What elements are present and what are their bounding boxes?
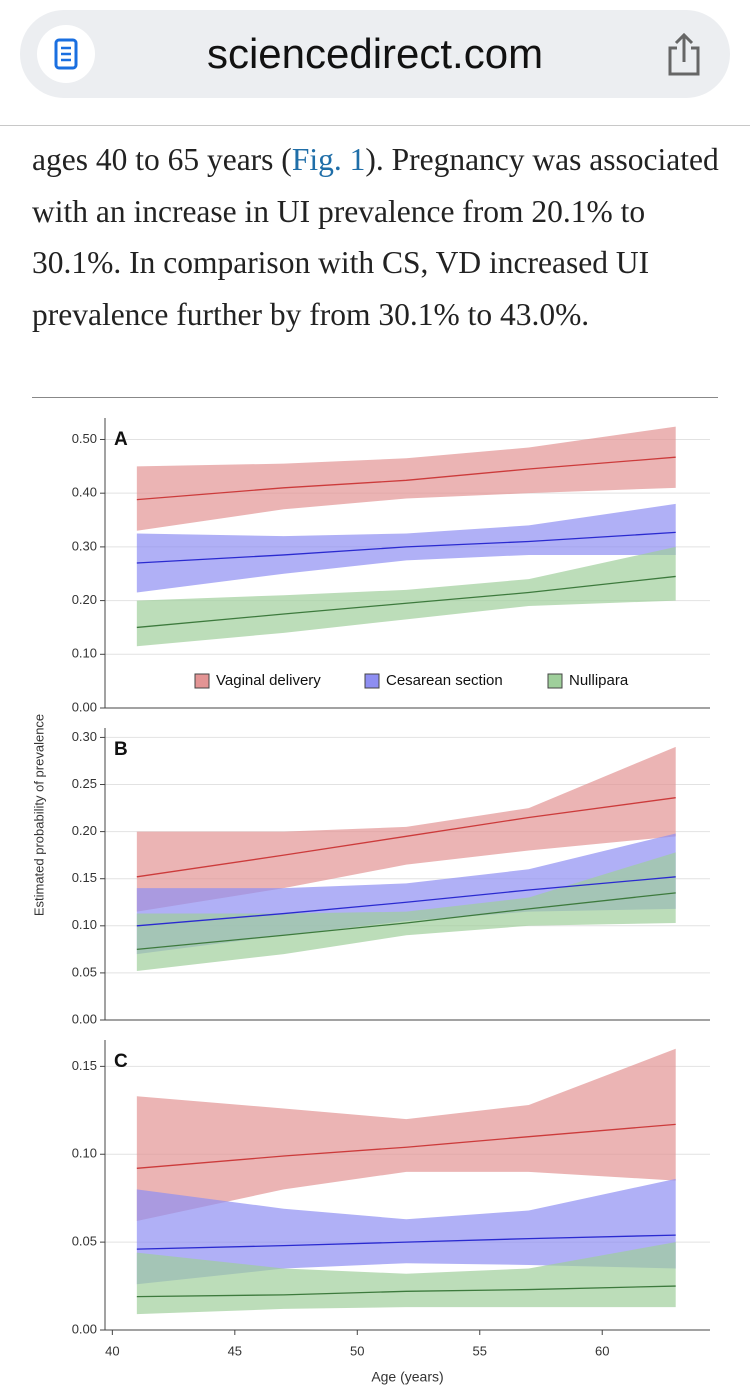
figure: Estimated probability of prevalence 0.00… [31, 418, 710, 1385]
y-tick-label: 0.25 [72, 776, 97, 791]
text: ages 40 to 65 years ( [32, 142, 292, 177]
confidence-band [136, 546, 676, 647]
address-bar[interactable]: sciencedirect.com [20, 10, 730, 98]
y-tick-label: 0.00 [72, 1321, 97, 1336]
confidence-band [136, 503, 676, 593]
panel-label: B [114, 739, 128, 760]
confidence-band [136, 426, 676, 531]
line [136, 531, 676, 564]
line [136, 797, 676, 878]
y-tick-label: 0.05 [72, 1234, 97, 1249]
text: ). Pregnancy was associated with an incr… [32, 142, 719, 332]
legend-swatch [364, 673, 380, 689]
reader-icon[interactable] [36, 24, 96, 84]
confidence-band [136, 1242, 676, 1315]
confidence-band [136, 1048, 676, 1222]
y-tick-label: 0.00 [72, 1011, 97, 1026]
line [136, 876, 676, 927]
figure-link[interactable]: Fig. 1 [291, 142, 366, 177]
legend-label: Cesarean section [386, 672, 503, 689]
x-tick-label: 40 [105, 1343, 119, 1358]
y-tick-label: 0.10 [72, 1146, 97, 1161]
line [136, 1123, 676, 1169]
y-tick-label: 0.10 [72, 917, 97, 932]
line [136, 575, 676, 629]
y-tick-label: 0.20 [72, 823, 97, 838]
y-tick-label: 0.05 [72, 964, 97, 979]
x-tick-label: 55 [473, 1343, 487, 1358]
legend-swatch [194, 673, 210, 689]
line [136, 1285, 676, 1298]
x-tick-label: 50 [350, 1343, 364, 1358]
y-tick-label: 0.30 [72, 729, 97, 744]
divider [32, 397, 718, 398]
confidence-band [136, 1178, 676, 1285]
y-axis-label: Estimated probability of prevalence [31, 714, 46, 916]
legend-label: Nullipara [569, 672, 629, 689]
legend-label: Vaginal delivery [216, 672, 321, 689]
paragraph: ages 40 to 65 years (Fig. 1). Pregnancy … [32, 134, 722, 340]
share-icon[interactable] [664, 32, 704, 78]
y-tick-label: 0.15 [72, 870, 97, 885]
x-tick-label: 45 [228, 1343, 242, 1358]
legend-swatch [547, 673, 563, 689]
y-tick-label: 0.30 [72, 538, 97, 553]
y-tick-label: 0.00 [72, 699, 97, 714]
url: sciencedirect.com [206, 30, 544, 77]
line [136, 456, 676, 501]
panel-label: C [114, 1051, 128, 1072]
line [136, 892, 676, 951]
panel-label: A [114, 429, 128, 450]
y-tick-label: 0.20 [72, 592, 97, 607]
y-tick-label: 0.40 [72, 485, 97, 500]
y-tick-label: 0.10 [72, 646, 97, 661]
confidence-band [136, 746, 676, 912]
x-axis-label: Age (years) [371, 1369, 443, 1385]
x-tick-label: 60 [595, 1343, 609, 1358]
confidence-band [136, 852, 676, 972]
y-tick-label: 0.50 [72, 431, 97, 446]
y-tick-label: 0.15 [72, 1058, 97, 1073]
divider [0, 125, 750, 126]
line [136, 1234, 676, 1250]
